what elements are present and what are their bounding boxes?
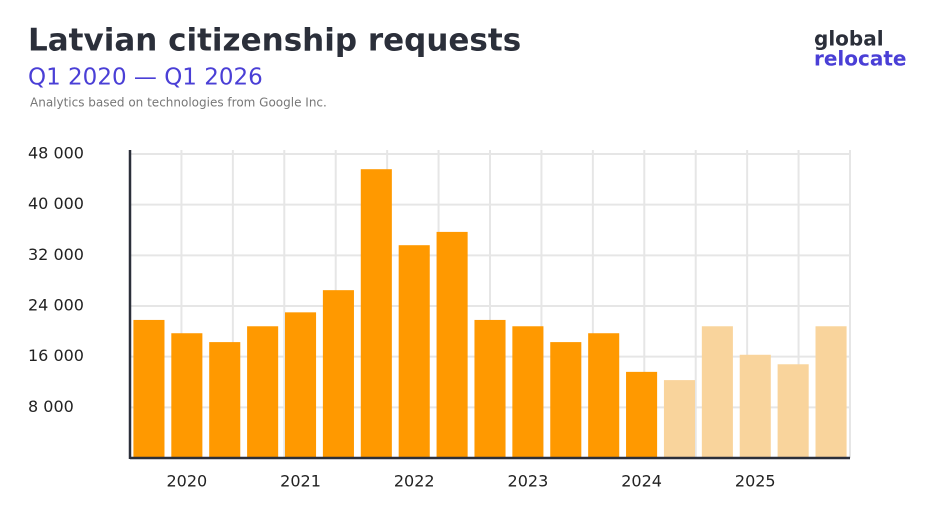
x-tick-label: 2021: [280, 472, 321, 491]
x-tick-label: 2025: [735, 472, 776, 491]
bar: [284, 312, 317, 458]
y-tick-label: 24 000: [28, 296, 84, 315]
y-tick-label: 48 000: [28, 144, 84, 163]
bar: [815, 326, 847, 458]
bar: [777, 364, 809, 458]
bar: [588, 333, 620, 458]
bar: [626, 371, 658, 458]
x-tick-label: 2020: [166, 472, 207, 491]
bar: [322, 290, 354, 458]
bar: [739, 354, 771, 458]
bar: [436, 231, 468, 458]
y-tick-label: 8 000: [28, 397, 74, 416]
bar: [398, 245, 430, 458]
chart-note: Analytics based on technologies from Goo…: [30, 96, 327, 110]
chart-title: Latvian citizenship requests: [28, 23, 521, 59]
bar: [663, 380, 696, 458]
bar: [701, 326, 733, 458]
bar: [512, 326, 544, 458]
y-tick-label: 32 000: [28, 245, 84, 264]
x-tick-label: 2022: [394, 472, 435, 491]
chart-subtitle: Q1 2020 — Q1 2026: [28, 65, 263, 91]
x-tick-label: 2023: [508, 472, 549, 491]
bar: [550, 342, 582, 458]
bar: [360, 169, 392, 458]
bar: [171, 333, 203, 458]
y-tick-label: 16 000: [28, 346, 84, 365]
logo-line1: global: [814, 27, 884, 51]
bar: [474, 319, 506, 458]
y-tick-label: 40 000: [28, 194, 84, 213]
bar: [247, 326, 279, 458]
x-tick-label: 2024: [621, 472, 662, 491]
logo-line2: relocate: [814, 47, 907, 71]
bar: [133, 319, 165, 458]
bar: [209, 342, 241, 458]
